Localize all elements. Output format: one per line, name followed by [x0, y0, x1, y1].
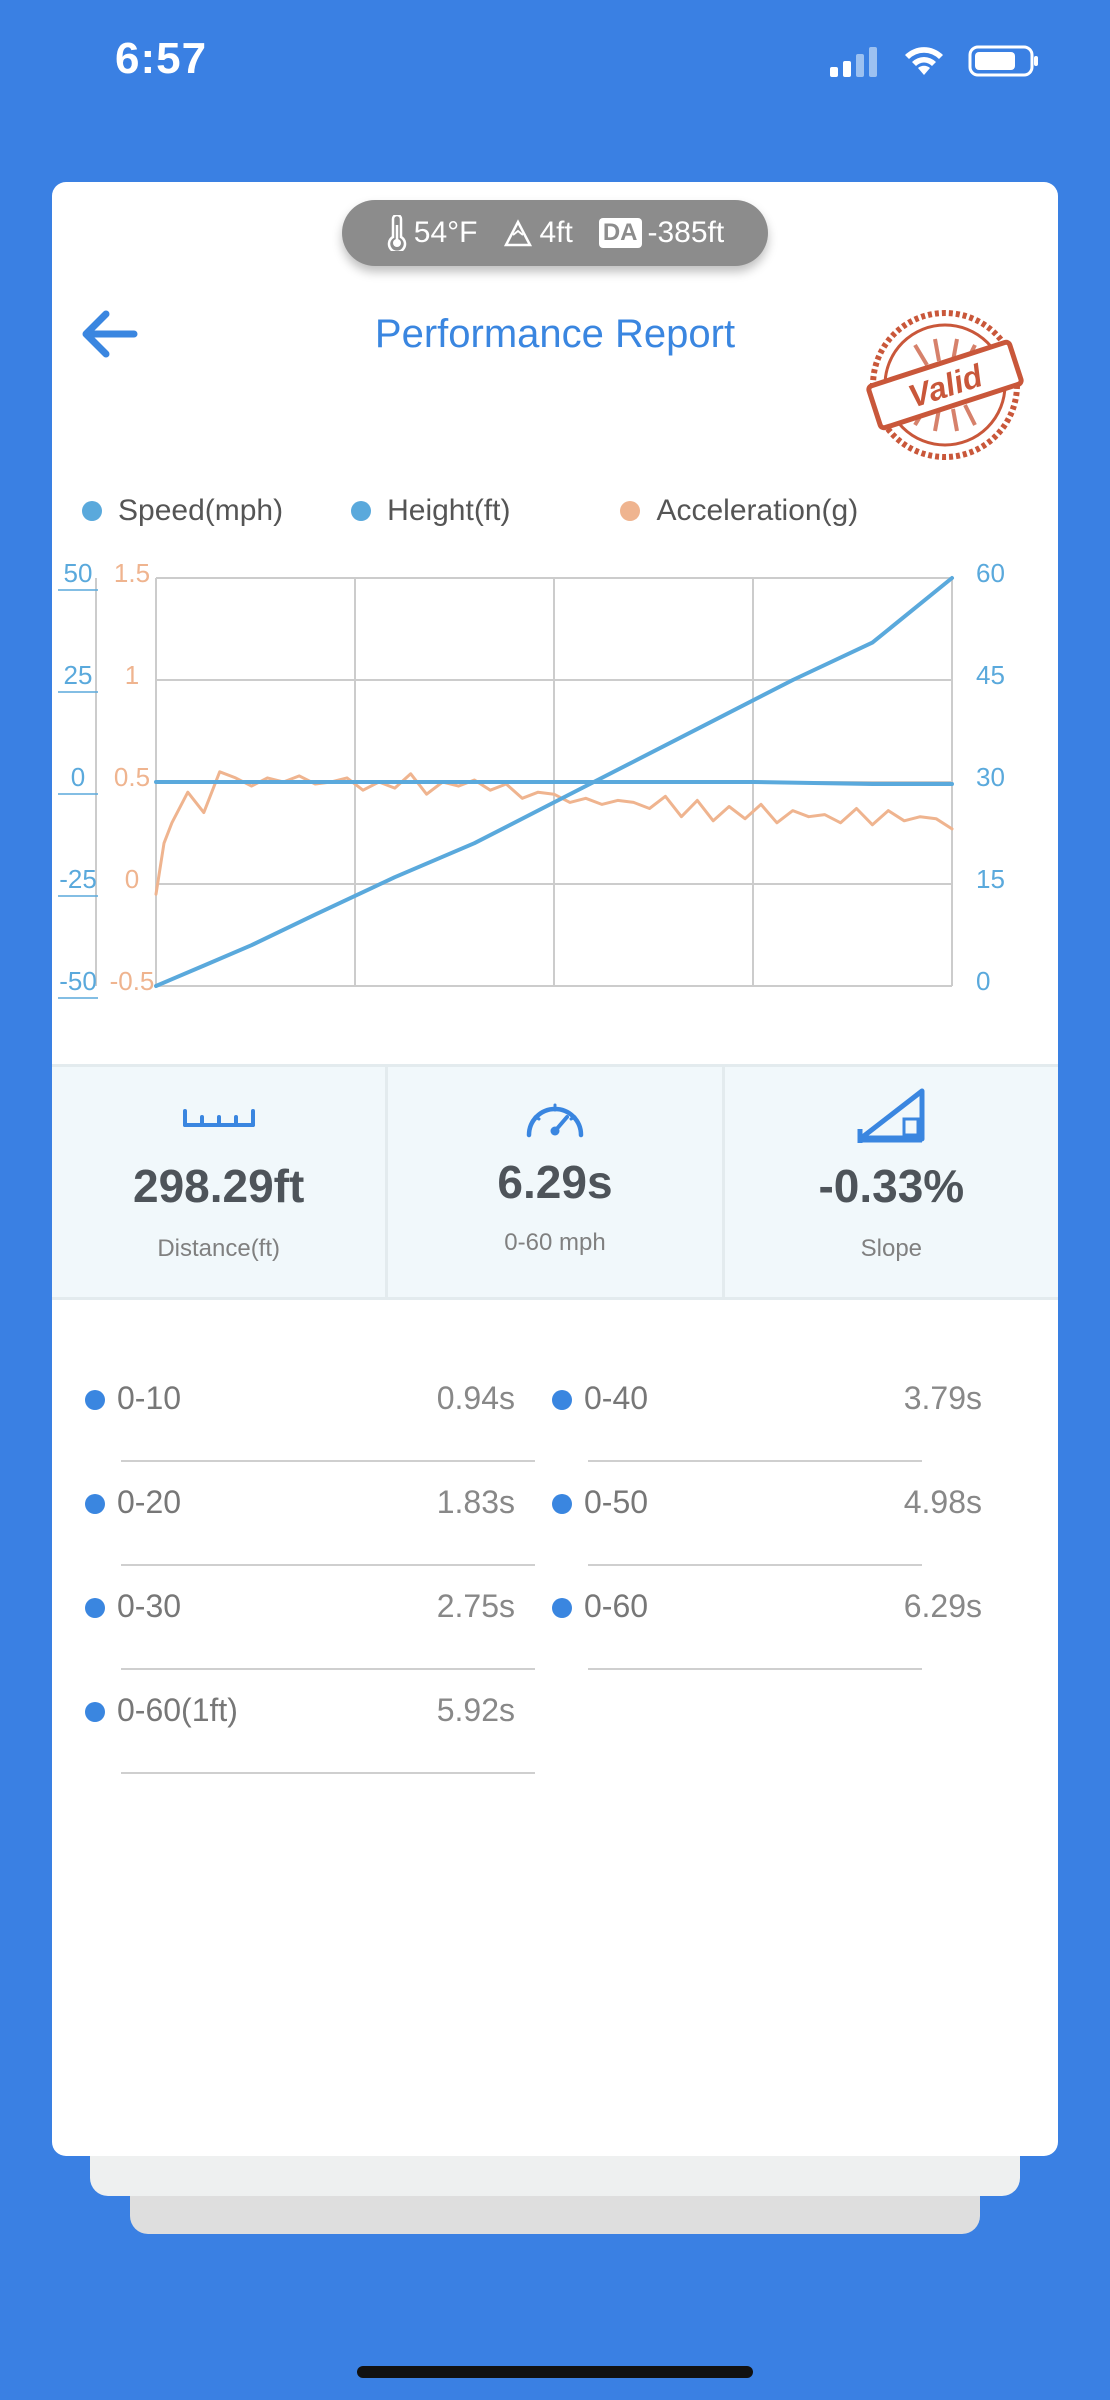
split-item: 0-60 6.29s — [552, 1570, 982, 1674]
split-value: 0.94s — [436, 1380, 515, 1416]
zero-to-sixty-value: 6.29s — [497, 1156, 613, 1208]
height-axis-tick-label: 0 — [71, 762, 85, 792]
split-dot — [85, 1390, 105, 1410]
acceleration-axis-tick-label: -0.5 — [110, 966, 155, 996]
split-item: 0-50 4.98s — [552, 1466, 982, 1570]
split-dot — [85, 1702, 105, 1722]
mountain-icon — [504, 219, 533, 247]
da-badge: DA — [598, 218, 642, 248]
status-icons — [828, 44, 1040, 78]
wifi-icon — [905, 47, 943, 75]
stat-slope: -0.33% Slope — [721, 1067, 1058, 1297]
split-value: 3.79s — [903, 1380, 982, 1416]
legend-label-acceleration: Acceleration(g) — [656, 494, 859, 527]
split-dot — [552, 1598, 572, 1618]
home-indicator[interactable] — [357, 2366, 753, 2378]
elevation-item: 4ft — [503, 216, 573, 250]
height-axis-tick-label: -50 — [59, 966, 97, 996]
legend-item-speed: Speed(mph) — [82, 494, 283, 528]
legend-label-height: Height(ft) — [387, 494, 511, 527]
acceleration-axis-tick-label: 0 — [125, 864, 139, 894]
split-label: 0-50 — [584, 1484, 649, 1520]
stat-zero-to-sixty: 6.29s 0-60 mph — [385, 1067, 721, 1297]
legend-dot-speed — [82, 501, 102, 521]
split-label: 0-60(1ft) — [117, 1692, 238, 1728]
stats-row: 298.29ft Distance(ft) 6.29s 0-60 mph — [52, 1064, 1058, 1300]
speedometer-icon — [526, 1103, 584, 1138]
split-divider — [588, 1564, 922, 1566]
valid-stamp-icon: Valid — [866, 310, 1024, 460]
performance-chart: 50 25 0 -25 -50 1.5 1 0.5 0 -0.5 60 45 30 15 0 — [58, 560, 1005, 999]
temperature-value: 54°F — [413, 216, 478, 249]
legend-dot-height — [351, 501, 372, 521]
split-dot — [85, 1494, 105, 1514]
slope-value: -0.33% — [818, 1160, 965, 1212]
height-axis-tick-label: -25 — [59, 864, 97, 894]
stat-distance: 298.29ft Distance(ft) — [52, 1067, 385, 1297]
speed-series-line — [154, 576, 954, 988]
elevation-value: 4ft — [539, 216, 573, 249]
split-label: 0-10 — [117, 1380, 182, 1416]
split-dot — [552, 1390, 572, 1410]
chart-legend: Speed(mph) Height(ft) Acceleration(g) — [82, 494, 858, 528]
split-label: 0-30 — [117, 1588, 182, 1624]
thermometer-icon — [387, 215, 406, 251]
split-item: 0-30 2.75s — [85, 1570, 535, 1674]
distance-label: Distance(ft) — [157, 1235, 281, 1262]
split-label: 0-20 — [117, 1484, 182, 1520]
speed-axis-tick-label: 0 — [976, 966, 990, 996]
split-dot — [85, 1598, 105, 1618]
acceleration-axis-tick-label: 1.5 — [114, 560, 150, 588]
split-item: 0-10 0.94s — [85, 1362, 535, 1466]
split-value: 5.92s — [436, 1692, 515, 1728]
cellular-signal-icon — [830, 47, 877, 77]
acceleration-axis-tick-label: 0.5 — [114, 762, 150, 792]
split-item: 0-40 3.79s — [552, 1362, 982, 1466]
legend-item-height: Height(ft) — [351, 494, 510, 528]
split-label: 0-60 — [584, 1588, 649, 1624]
split-label: 0-40 — [584, 1380, 649, 1416]
distance-value: 298.29ft — [132, 1160, 305, 1212]
split-divider — [121, 1564, 535, 1566]
height-axis-tick-label: 25 — [64, 660, 93, 690]
battery-icon — [968, 45, 1038, 77]
legend-dot-acceleration — [620, 501, 641, 521]
split-dot — [552, 1494, 572, 1514]
height-axis-tick-label: 50 — [64, 560, 93, 588]
status-time: 6:57 — [115, 34, 208, 83]
split-value: 6.29s — [903, 1588, 982, 1624]
ruler-icon — [182, 1109, 255, 1127]
density-altitude-item: DA -385ft — [598, 216, 725, 250]
split-divider — [588, 1460, 922, 1462]
acceleration-series-line — [154, 770, 954, 896]
split-value: 2.75s — [436, 1588, 515, 1624]
split-value: 4.98s — [903, 1484, 982, 1520]
weather-conditions-pill: 54°F 4ft DA -385ft — [342, 200, 768, 266]
slope-icon — [857, 1088, 925, 1143]
split-divider — [588, 1668, 922, 1670]
speed-axis-tick-label: 60 — [976, 560, 1005, 588]
density-altitude-value: -385ft — [647, 216, 725, 249]
back-arrow-icon[interactable] — [74, 298, 144, 368]
legend-item-acceleration: Acceleration(g) — [620, 494, 858, 528]
split-item: 0-20 1.83s — [85, 1466, 535, 1570]
zero-to-sixty-label: 0-60 mph — [504, 1229, 606, 1256]
height-series-line — [154, 780, 954, 786]
acceleration-axis-tick-label: 1 — [125, 660, 139, 690]
split-divider — [121, 1772, 535, 1774]
page-title: Performance Report — [374, 312, 736, 356]
temperature-item: 54°F — [386, 215, 478, 251]
speed-axis-tick-label: 30 — [976, 762, 1005, 792]
legend-label-speed: Speed(mph) — [118, 494, 284, 527]
status-bar: 6:57 — [0, 0, 1110, 120]
split-divider — [121, 1460, 535, 1462]
split-item: 0-60(1ft) 5.92s — [85, 1674, 535, 1778]
slope-label: Slope — [860, 1235, 923, 1262]
speed-axis-tick-label: 45 — [976, 660, 1005, 690]
speed-axis-tick-label: 15 — [976, 864, 1005, 894]
split-divider — [121, 1668, 535, 1670]
performance-report-card: 54°F 4ft DA -385ft Performance Report — [52, 182, 1058, 2156]
split-value: 1.83s — [436, 1484, 515, 1520]
